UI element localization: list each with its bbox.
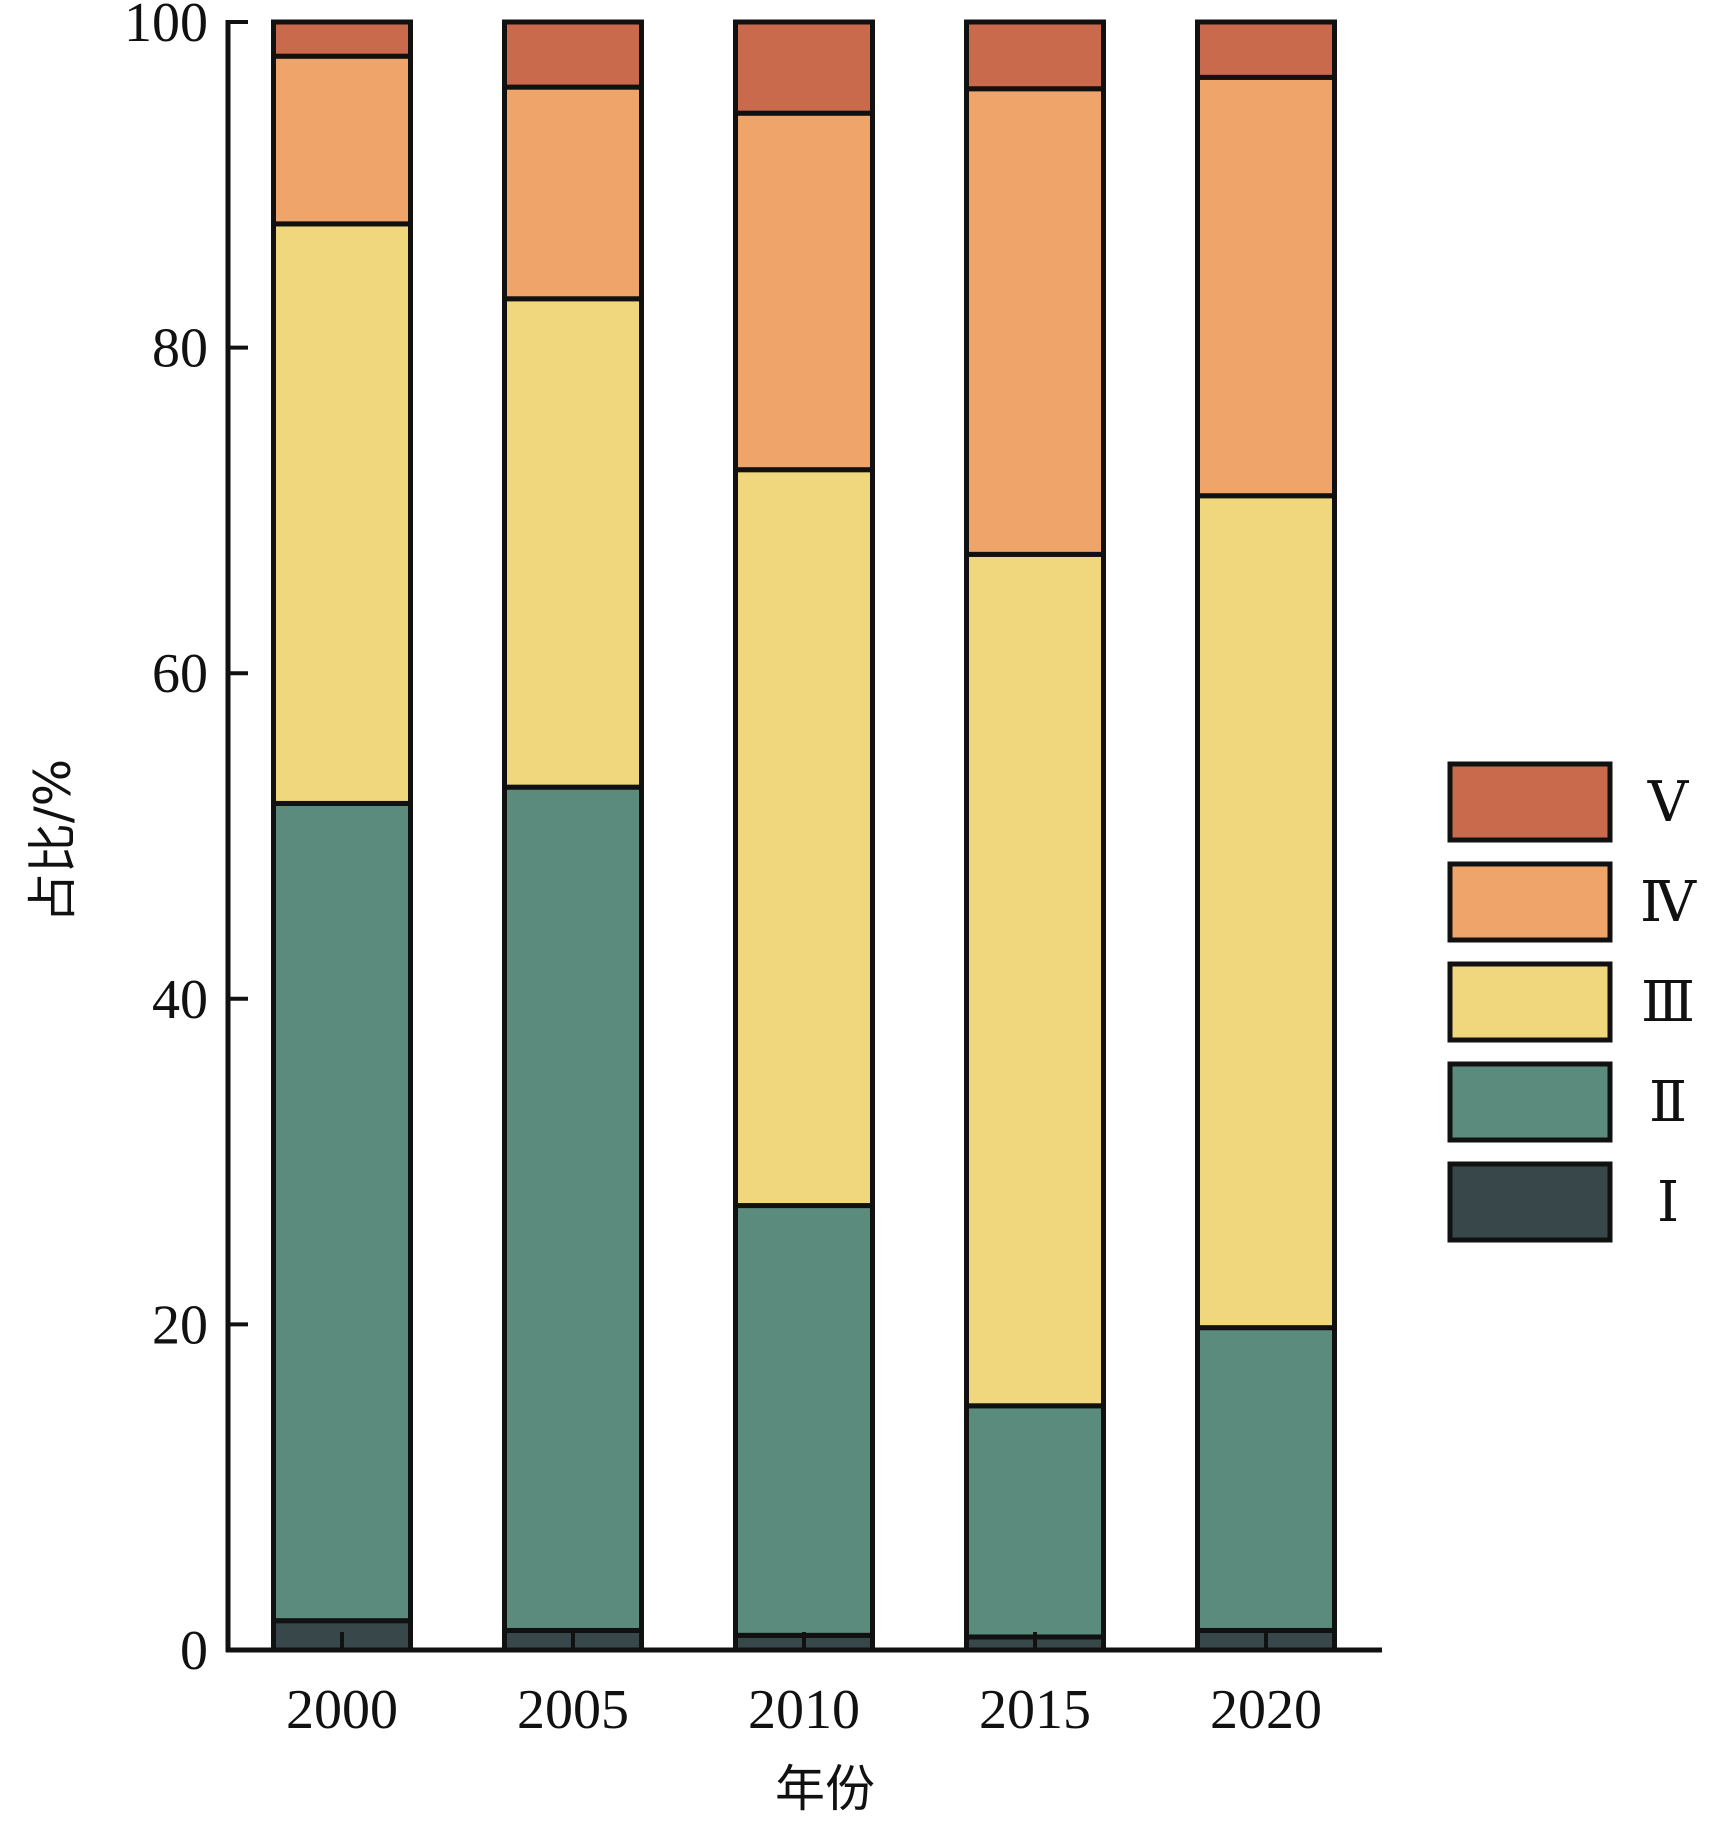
bar-stack-2015 <box>964 19 1106 1653</box>
bar-segment-2005-series-3 <box>502 296 644 790</box>
legend-label: Ⅲ <box>1641 972 1695 1034</box>
legend-swatch <box>1447 861 1613 943</box>
bars-group <box>271 19 1337 1653</box>
x-tick-label: 2010 <box>748 1679 860 1741</box>
bar-segment-2010-series-5 <box>733 19 875 116</box>
bar-segment-2015-series-2 <box>964 1403 1106 1640</box>
bar-segment-2005-series-5 <box>502 19 644 90</box>
bar-segment-2010-series-3 <box>733 467 875 1209</box>
legend-swatch <box>1447 961 1613 1043</box>
bar-segment-2020-series-3 <box>1195 493 1337 1331</box>
legend-item: Ⅱ <box>1447 1061 1687 1143</box>
y-tick-label: 60 <box>152 643 208 705</box>
bar-stack-2005 <box>502 19 644 1653</box>
y-tick-label: 40 <box>152 969 208 1031</box>
axes-group: 2000 2005 2010 2015 2020 0 20 40 60 80 100 <box>124 0 1382 1741</box>
legend-swatch <box>1447 1061 1613 1143</box>
bar-segment-2015-series-3 <box>964 551 1106 1409</box>
x-axis-title: 年份 <box>775 1760 875 1818</box>
legend-item: Ⅴ <box>1447 761 1690 843</box>
x-tick-label: 2015 <box>979 1679 1091 1741</box>
bar-stack-2020 <box>1195 19 1337 1653</box>
bar-segment-2000-series-2 <box>271 800 413 1624</box>
x-tick-label: 2020 <box>1210 1679 1322 1741</box>
x-tick-label: 2000 <box>286 1679 398 1741</box>
bar-segment-2005-series-2 <box>502 784 644 1633</box>
legend-item: Ⅰ <box>1447 1161 1679 1243</box>
y-tick-label: 20 <box>152 1294 208 1356</box>
bar-segment-2020-series-2 <box>1195 1325 1337 1633</box>
bar-segment-2005-series-4 <box>502 84 644 302</box>
bar-segment-2015-series-4 <box>964 86 1106 557</box>
y-axis-title: 占比/% <box>24 759 82 923</box>
legend-swatch <box>1447 761 1613 843</box>
legend: Ⅴ Ⅳ Ⅲ Ⅱ Ⅰ <box>1447 761 1697 1243</box>
bar-stack-2000 <box>271 19 413 1653</box>
y-tick-label: 100 <box>124 0 208 54</box>
bar-segment-2010-series-4 <box>733 110 875 473</box>
legend-item: Ⅳ <box>1447 861 1697 943</box>
legend-swatch <box>1447 1161 1613 1243</box>
bar-segment-2015-series-5 <box>964 19 1106 92</box>
bar-segment-2020-series-4 <box>1195 74 1337 499</box>
x-tick-label: 2005 <box>517 1679 629 1741</box>
bar-segment-2020-series-5 <box>1195 19 1337 80</box>
bar-segment-2010-series-2 <box>733 1203 875 1638</box>
y-tick-label: 80 <box>152 318 208 380</box>
legend-label: Ⅳ <box>1640 872 1697 934</box>
bar-segment-2000-series-4 <box>271 53 413 227</box>
bar-segment-2000-series-3 <box>271 221 413 806</box>
legend-label: Ⅰ <box>1657 1172 1679 1234</box>
bar-stack-2010 <box>733 19 875 1653</box>
legend-item: Ⅲ <box>1447 961 1695 1043</box>
bar-segment-2000-series-5 <box>271 19 413 59</box>
y-tick-label: 0 <box>180 1620 208 1682</box>
legend-label: Ⅱ <box>1649 1072 1687 1134</box>
legend-label: Ⅴ <box>1647 772 1690 834</box>
